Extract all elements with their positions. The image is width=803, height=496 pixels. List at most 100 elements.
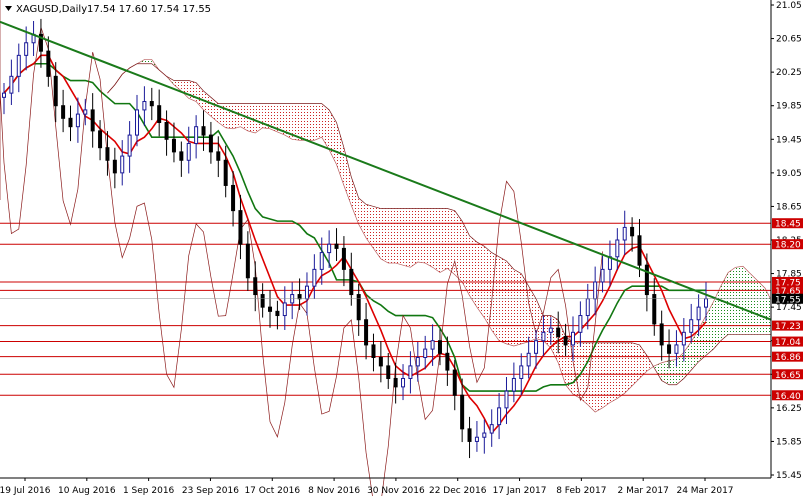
candle-body bbox=[38, 33, 43, 52]
cloud-segment bbox=[432, 208, 440, 273]
cloud-segment bbox=[528, 286, 537, 342]
candle bbox=[378, 341, 383, 383]
cloud-segment bbox=[728, 267, 736, 335]
level-label: 16.65 bbox=[775, 371, 801, 381]
candle bbox=[497, 392, 502, 440]
candle-body bbox=[223, 159, 228, 186]
candle bbox=[570, 316, 575, 362]
candle-body bbox=[452, 369, 457, 396]
cloud-segment bbox=[439, 208, 448, 273]
candle bbox=[622, 210, 627, 255]
cloud-segment bbox=[395, 208, 404, 266]
candle bbox=[2, 83, 6, 115]
candle bbox=[659, 310, 664, 361]
candle-body bbox=[681, 331, 686, 346]
candle bbox=[556, 311, 561, 354]
candle bbox=[415, 341, 420, 382]
cloud-segment bbox=[580, 342, 588, 405]
cloud-segment bbox=[306, 103, 315, 141]
cloud-segment bbox=[233, 103, 241, 129]
x-tick-label: 24 Mar 2017 bbox=[676, 486, 733, 496]
cloud-segment bbox=[735, 266, 743, 335]
cloud-segment bbox=[742, 266, 751, 335]
candle bbox=[164, 110, 169, 156]
candle-body bbox=[534, 340, 539, 354]
candle-body bbox=[474, 436, 479, 442]
candle bbox=[61, 89, 66, 133]
cloud-segment bbox=[240, 103, 248, 131]
candle-body bbox=[149, 101, 154, 107]
candle-body bbox=[245, 243, 250, 279]
candle-body bbox=[231, 184, 236, 212]
cloud-segment bbox=[624, 342, 633, 394]
candle bbox=[319, 237, 324, 285]
cloud-segment bbox=[255, 103, 263, 133]
candle-body bbox=[519, 365, 524, 379]
candle bbox=[474, 421, 479, 452]
candle-body bbox=[386, 365, 391, 379]
candle-body bbox=[482, 432, 487, 438]
candle-body bbox=[312, 268, 317, 287]
cloud-segment bbox=[513, 269, 522, 346]
candle-body bbox=[659, 323, 664, 346]
candle-body bbox=[282, 302, 287, 317]
candle bbox=[238, 194, 243, 260]
cloud-segment bbox=[572, 342, 581, 399]
level-label: 16.40 bbox=[775, 392, 801, 402]
candle-body bbox=[689, 319, 694, 333]
candle-body bbox=[630, 226, 635, 237]
cloud-segment bbox=[499, 256, 507, 344]
candle-body bbox=[460, 394, 465, 430]
candle bbox=[600, 255, 605, 293]
candle bbox=[644, 253, 649, 312]
candle-body bbox=[526, 352, 531, 367]
cloud-segment bbox=[225, 103, 234, 129]
y-tick-label: 15.85 bbox=[776, 437, 802, 447]
candle-body bbox=[423, 348, 428, 359]
candle bbox=[652, 278, 657, 336]
candle bbox=[223, 145, 228, 198]
candle-body bbox=[674, 344, 679, 354]
level-label-box bbox=[772, 276, 803, 287]
candle bbox=[46, 36, 51, 87]
candle bbox=[637, 219, 642, 278]
candle bbox=[630, 217, 635, 252]
support-resistance-levels bbox=[0, 222, 771, 396]
candle bbox=[667, 329, 672, 369]
candle bbox=[364, 302, 369, 360]
candle bbox=[674, 330, 679, 367]
candle bbox=[275, 300, 280, 330]
candle bbox=[24, 26, 29, 71]
kijun-sen-line bbox=[3, 62, 706, 392]
candle bbox=[467, 416, 472, 459]
candle-body bbox=[327, 243, 332, 254]
candle bbox=[386, 352, 391, 389]
y-tick-label: 15.45 bbox=[776, 471, 802, 481]
candle bbox=[245, 231, 250, 291]
ohlc-label: 17.54 17.60 17.54 17.55 bbox=[87, 4, 211, 15]
y-tick-label: 19.05 bbox=[776, 169, 802, 179]
candle-body bbox=[504, 390, 509, 409]
candle-body bbox=[216, 151, 221, 161]
candle-body bbox=[90, 109, 95, 132]
candle-body bbox=[171, 138, 176, 153]
candle bbox=[216, 136, 221, 178]
candle-body bbox=[415, 357, 420, 367]
cloud-segment bbox=[669, 359, 677, 385]
candle-body bbox=[644, 264, 649, 296]
cloud-segment bbox=[609, 342, 618, 403]
cloud-segment bbox=[617, 342, 625, 399]
candle-body bbox=[401, 377, 406, 388]
level-label: 18.20 bbox=[775, 241, 801, 251]
candle bbox=[83, 98, 88, 126]
cloud-segment bbox=[321, 103, 330, 150]
cloud-segment bbox=[373, 206, 381, 259]
cloud-segment bbox=[403, 208, 411, 268]
cloud-segment bbox=[469, 235, 477, 308]
candle bbox=[681, 318, 686, 362]
level-label: 17.04 bbox=[775, 338, 801, 348]
cloud-segment bbox=[691, 329, 699, 371]
dropdown-triangle-icon[interactable] bbox=[5, 6, 12, 11]
candle bbox=[334, 228, 339, 261]
